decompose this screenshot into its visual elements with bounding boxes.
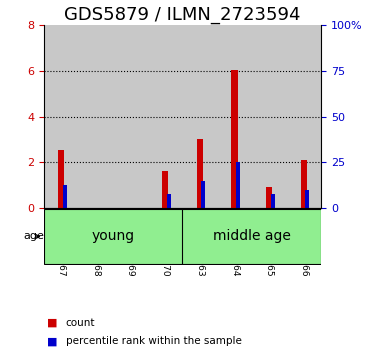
Text: percentile rank within the sample: percentile rank within the sample — [66, 336, 242, 346]
Bar — [270, 194, 275, 208]
Bar — [166, 194, 171, 208]
Bar — [305, 190, 310, 208]
Bar — [301, 160, 307, 208]
Text: count: count — [66, 318, 95, 328]
Bar — [44, 209, 182, 264]
Bar — [148, 25, 182, 208]
Title: GDS5879 / ILMN_2723594: GDS5879 / ILMN_2723594 — [64, 6, 301, 24]
Bar — [217, 25, 252, 208]
Bar — [231, 70, 238, 208]
Text: ■: ■ — [47, 336, 58, 346]
Bar — [252, 25, 287, 208]
Text: age: age — [24, 232, 45, 241]
Bar — [62, 185, 67, 208]
Bar — [182, 209, 321, 264]
Bar — [162, 171, 168, 208]
Text: ■: ■ — [47, 318, 58, 328]
Text: middle age: middle age — [213, 229, 291, 244]
Bar — [58, 150, 64, 208]
Bar — [113, 25, 148, 208]
Bar — [44, 25, 78, 208]
Bar — [197, 139, 203, 208]
Bar — [201, 180, 205, 208]
Bar — [287, 25, 321, 208]
Bar — [78, 25, 113, 208]
Text: young: young — [92, 229, 135, 244]
Bar — [236, 162, 240, 208]
Bar — [182, 25, 217, 208]
Bar — [266, 187, 272, 208]
